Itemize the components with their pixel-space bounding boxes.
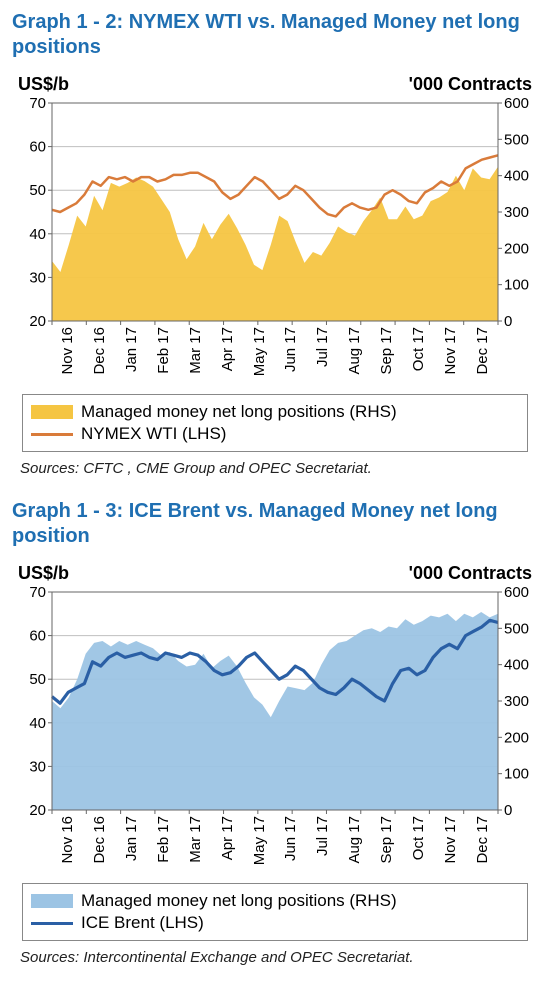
svg-text:100: 100 [504, 766, 529, 783]
legend-swatch-icon [31, 405, 73, 419]
x-tick-label: Oct 17 [411, 327, 426, 375]
x-tick-label: Jun 17 [283, 327, 298, 376]
legend-item: Managed money net long positions (RHS) [31, 401, 519, 423]
svg-text:60: 60 [29, 628, 46, 645]
x-tick-label: Aug 17 [347, 327, 362, 379]
legend: Managed money net long positions (RHS)NY… [22, 394, 528, 452]
svg-text:0: 0 [504, 802, 512, 816]
x-axis-labels: Nov 16 Dec 16 Jan 17 Feb 17 Mar 17 Apr 17 May … [52, 816, 498, 873]
axis-labels-row: US$/b '000 Contracts [18, 563, 532, 584]
x-tick-label: Nov 17 [443, 816, 458, 868]
legend-line-icon [31, 433, 73, 436]
svg-text:30: 30 [29, 759, 46, 776]
svg-text:50: 50 [29, 182, 46, 199]
svg-text:500: 500 [504, 131, 529, 148]
legend-label: Managed money net long positions (RHS) [81, 402, 397, 422]
chart-title: Graph 1 - 3: ICE Brent vs. Managed Money… [12, 499, 538, 549]
x-tick-label: Jul 17 [315, 327, 330, 371]
legend-line-icon [31, 922, 73, 925]
x-tick-label: Aug 17 [347, 816, 362, 868]
svg-text:100: 100 [504, 277, 529, 294]
legend-swatch-icon [31, 894, 73, 908]
right-axis-label: '000 Contracts [409, 74, 532, 95]
x-tick-label: Sep 17 [379, 816, 394, 868]
svg-text:600: 600 [504, 97, 529, 112]
x-tick-label: Jan 17 [124, 816, 139, 865]
x-tick-label: Feb 17 [156, 327, 171, 378]
chart-g13: Graph 1 - 3: ICE Brent vs. Managed Money… [12, 499, 538, 966]
legend-item: NYMEX WTI (LHS) [31, 423, 519, 445]
x-tick-label: Nov 17 [443, 327, 458, 379]
source-note: Sources: Intercontinental Exchange and O… [20, 949, 538, 966]
plot-svg: 20 30 40 50 60 70 0 100 200 300 400 500 600 [12, 586, 538, 816]
plot-area: 20 30 40 50 60 70 0 100 200 300 400 500 600 [12, 586, 538, 816]
x-tick-label: Nov 16 [60, 327, 75, 379]
x-tick-label: Jul 17 [315, 816, 330, 860]
left-axis-label: US$/b [18, 563, 69, 584]
x-tick-label: May 17 [252, 816, 267, 869]
legend-label: Managed money net long positions (RHS) [81, 891, 397, 911]
x-tick-label: Feb 17 [156, 816, 171, 867]
x-tick-label: Mar 17 [188, 327, 203, 378]
chart-g12: Graph 1 - 2: NYMEX WTI vs. Managed Money… [12, 10, 538, 477]
x-tick-label: Jun 17 [283, 816, 298, 865]
chart-title: Graph 1 - 2: NYMEX WTI vs. Managed Money… [12, 10, 538, 60]
x-tick-label: Oct 17 [411, 816, 426, 864]
svg-text:50: 50 [29, 671, 46, 688]
legend-label: NYMEX WTI (LHS) [81, 424, 226, 444]
axis-labels-row: US$/b '000 Contracts [18, 74, 532, 95]
svg-text:600: 600 [504, 586, 529, 601]
svg-text:70: 70 [29, 97, 46, 112]
svg-text:200: 200 [504, 240, 529, 257]
svg-text:20: 20 [29, 802, 46, 816]
svg-text:400: 400 [504, 168, 529, 185]
x-tick-label: Apr 17 [220, 327, 235, 375]
svg-text:20: 20 [29, 313, 46, 327]
plot-svg: 20 30 40 50 60 70 0 100 200 300 400 500 600 [12, 97, 538, 327]
x-tick-label: Dec 17 [475, 816, 490, 868]
svg-text:40: 40 [29, 226, 46, 243]
svg-text:60: 60 [29, 139, 46, 156]
legend: Managed money net long positions (RHS)IC… [22, 883, 528, 941]
svg-text:300: 300 [504, 693, 529, 710]
x-tick-label: Nov 16 [60, 816, 75, 868]
x-tick-label: Dec 16 [92, 327, 107, 379]
left-axis-label: US$/b [18, 74, 69, 95]
legend-label: ICE Brent (LHS) [81, 913, 204, 933]
svg-text:200: 200 [504, 730, 529, 747]
svg-text:400: 400 [504, 657, 529, 674]
x-tick-label: Jan 17 [124, 327, 139, 376]
legend-item: Managed money net long positions (RHS) [31, 890, 519, 912]
svg-text:40: 40 [29, 715, 46, 732]
x-tick-label: Dec 17 [475, 327, 490, 379]
svg-text:70: 70 [29, 586, 46, 601]
x-axis-labels: Nov 16 Dec 16 Jan 17 Feb 17 Mar 17 Apr 17 May … [52, 327, 498, 384]
svg-text:500: 500 [504, 621, 529, 638]
x-tick-label: Apr 17 [220, 816, 235, 864]
x-tick-label: Mar 17 [188, 816, 203, 867]
svg-text:300: 300 [504, 204, 529, 221]
x-tick-label: May 17 [252, 327, 267, 380]
legend-item: ICE Brent (LHS) [31, 912, 519, 934]
x-tick-label: Dec 16 [92, 816, 107, 868]
svg-text:30: 30 [29, 269, 46, 286]
source-note: Sources: CFTC , CME Group and OPEC Secre… [20, 460, 538, 477]
plot-area: 20 30 40 50 60 70 0 100 200 300 400 500 600 [12, 97, 538, 327]
right-axis-label: '000 Contracts [409, 563, 532, 584]
svg-text:0: 0 [504, 313, 512, 327]
x-tick-label: Sep 17 [379, 327, 394, 379]
